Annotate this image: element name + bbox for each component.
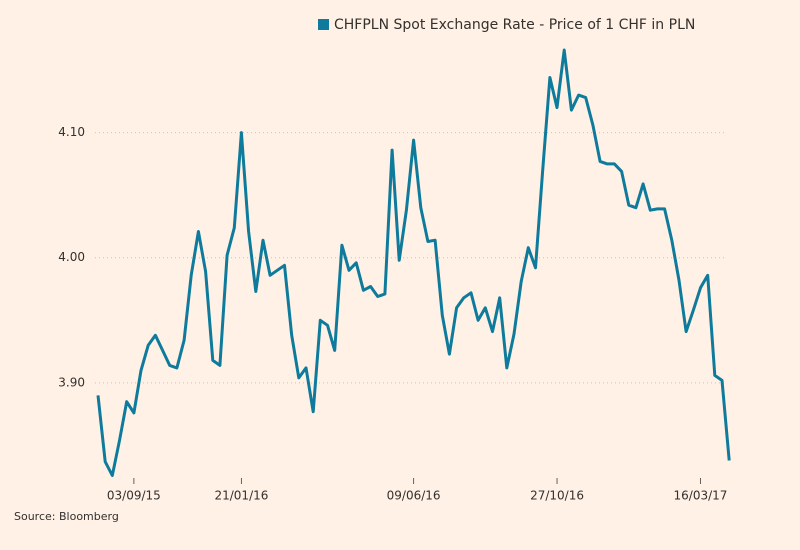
line-series: [96, 48, 731, 477]
source: Source: Bloomberg: [14, 510, 119, 523]
x-tick-label: 03/09/15: [107, 489, 161, 503]
legend-label: CHFPLN Spot Exchange Rate - Price of 1 C…: [334, 17, 695, 33]
y-tick-label: 4.10: [58, 125, 85, 139]
y-tick-label: 4.00: [58, 250, 85, 264]
x-tick-label: 21/01/16: [214, 489, 268, 503]
x-tick-label: 27/10/16: [530, 489, 584, 503]
x-tick-label: 16/03/17: [674, 489, 728, 503]
legend-swatch: [318, 19, 329, 30]
x-tick-label: 09/06/16: [387, 489, 441, 503]
y-tick-label: 3.90: [58, 375, 85, 389]
